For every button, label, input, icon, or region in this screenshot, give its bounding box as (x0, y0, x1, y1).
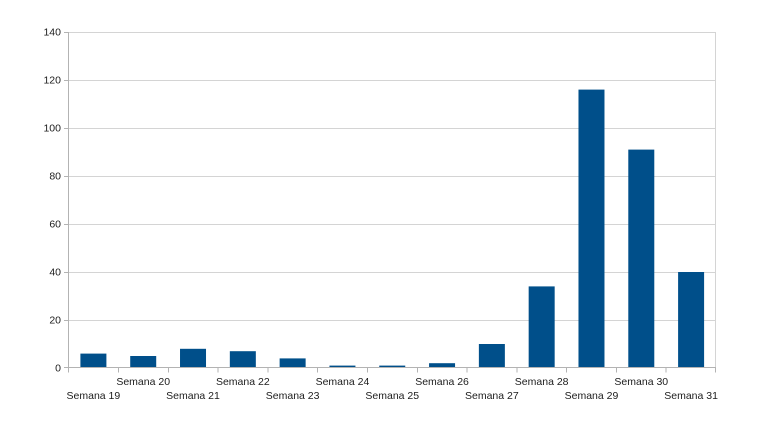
svg-text:120: 120 (43, 75, 61, 87)
svg-text:Semana 21: Semana 21 (166, 390, 220, 402)
svg-text:Semana 30: Semana 30 (614, 376, 668, 388)
svg-text:Semana 24: Semana 24 (316, 376, 370, 388)
svg-text:20: 20 (49, 315, 61, 327)
svg-text:Semana 22: Semana 22 (216, 376, 270, 388)
svg-text:60: 60 (49, 219, 61, 231)
svg-text:0: 0 (55, 363, 61, 375)
svg-text:Semana 19: Semana 19 (67, 390, 121, 402)
svg-text:40: 40 (49, 267, 61, 279)
svg-text:Semana 29: Semana 29 (565, 390, 619, 402)
svg-text:80: 80 (49, 171, 61, 183)
svg-text:Semana 31: Semana 31 (664, 390, 718, 402)
svg-text:Semana 20: Semana 20 (116, 376, 170, 388)
svg-text:Semana 28: Semana 28 (515, 376, 569, 388)
svg-text:Semana 27: Semana 27 (465, 390, 519, 402)
svg-text:140: 140 (43, 27, 61, 39)
svg-text:Semana 26: Semana 26 (415, 376, 469, 388)
svg-text:Semana 23: Semana 23 (266, 390, 320, 402)
svg-text:Semana 25: Semana 25 (365, 390, 419, 402)
svg-text:100: 100 (43, 123, 61, 135)
